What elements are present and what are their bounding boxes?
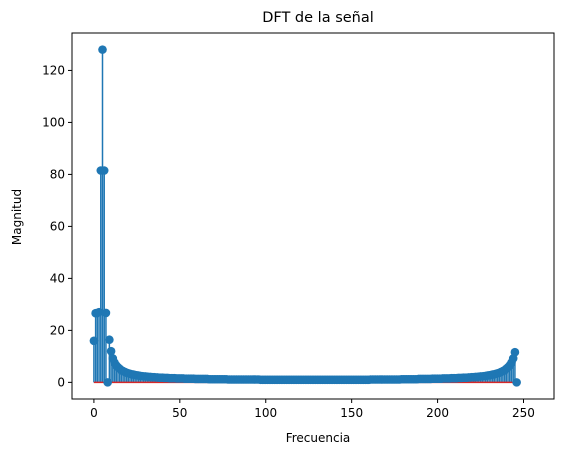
chart-title: DFT de la señal <box>262 10 374 26</box>
stem-marker <box>103 378 112 387</box>
y-tick-label: 120 <box>42 63 65 77</box>
plot-area <box>89 45 521 387</box>
stem-marker <box>512 378 521 387</box>
plot-frame <box>71 32 555 400</box>
axes: 0 50 100 150 200 250 0 20 40 60 80 100 120 <box>42 32 555 420</box>
x-tick-label: 0 <box>90 406 98 420</box>
y-tick-label: 60 <box>50 219 65 233</box>
y-tick-label: 100 <box>42 115 65 129</box>
x-tick-label: 100 <box>254 406 277 420</box>
x-tick-label: 150 <box>340 406 363 420</box>
x-tick-label: 250 <box>512 406 535 420</box>
y-tick-label: 40 <box>50 271 65 285</box>
stem-marker <box>105 335 114 345</box>
stem-marker <box>98 45 107 54</box>
stem-marker <box>99 166 109 175</box>
stem-marker <box>89 336 99 346</box>
stem-marker <box>101 308 111 318</box>
stem-marker <box>94 307 104 317</box>
y-tick-label: 20 <box>50 323 65 337</box>
x-tick-label: 200 <box>426 406 449 420</box>
y-axis-label: Magnitud <box>10 189 24 245</box>
stem-marker <box>510 347 520 357</box>
y-tick-label: 0 <box>57 375 65 389</box>
x-axis-label: Frecuencia <box>286 431 351 445</box>
y-tick-label: 80 <box>50 167 65 181</box>
stem-marker <box>106 346 116 356</box>
x-tick-label: 50 <box>172 406 187 420</box>
